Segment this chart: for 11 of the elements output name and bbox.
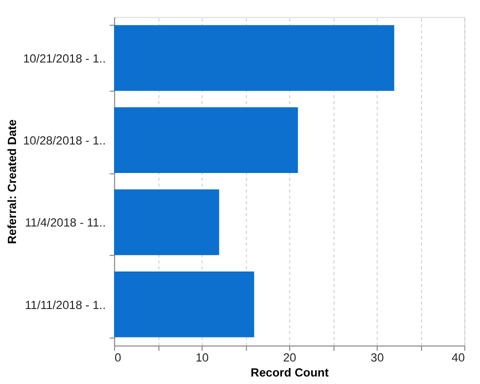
x-tick-label: 20 xyxy=(283,350,297,365)
y-axis-title: Referral: Created Date xyxy=(5,118,20,244)
x-tick-label: 30 xyxy=(370,350,384,365)
y-tick-label: 11/4/2018 - 11.. xyxy=(24,216,106,230)
x-tick-label: 10 xyxy=(196,350,210,365)
y-tick-label: 10/21/2018 - 1.. xyxy=(23,51,106,66)
x-axis-title: Record Count xyxy=(250,365,329,380)
x-tick-label: 40 xyxy=(452,350,466,365)
y-tick-label: 10/28/2018 - 1.. xyxy=(23,134,106,148)
x-tick-label: 0 xyxy=(114,350,122,365)
y-tick-label: 11/11/2018 - 1.. xyxy=(24,298,106,312)
